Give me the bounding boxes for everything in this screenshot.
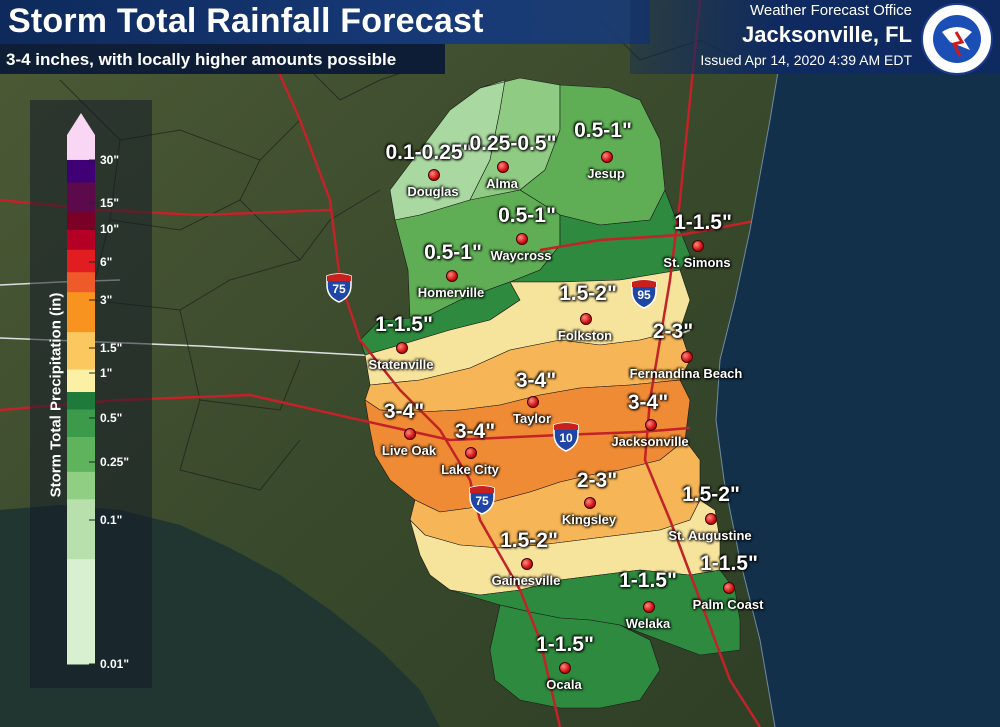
shield-number: 75 xyxy=(332,282,346,296)
city-label: Ocala xyxy=(546,677,582,692)
nws-logo xyxy=(921,3,993,75)
city-label: Waycross xyxy=(490,248,552,263)
city-label: Jesup xyxy=(587,166,625,181)
shield-number: 10 xyxy=(559,431,573,445)
city-dot-icon xyxy=(527,396,539,408)
interstate-shield-icon: 95 xyxy=(631,279,657,309)
zone-label: 0.5-1" xyxy=(424,241,482,264)
legend-tick-label: 0.25" xyxy=(100,455,130,469)
zone-label: 3-4" xyxy=(515,369,557,392)
rainfall-zones xyxy=(359,77,741,709)
city-dot-icon xyxy=(723,582,735,594)
legend-tick-label: 3" xyxy=(100,293,113,307)
city-label: Fernandina Beach xyxy=(629,366,743,381)
zone-label: 2-3" xyxy=(652,320,694,343)
city-dot-icon xyxy=(681,351,693,363)
zone-label: 1.5-2" xyxy=(500,529,558,552)
city-label: Homerville xyxy=(417,285,485,300)
zone-label: 0.25-0.5" xyxy=(469,132,557,155)
city-dot-icon xyxy=(516,233,528,245)
city-dot-icon xyxy=(559,662,571,674)
city-label: Gainesville xyxy=(491,573,561,588)
legend-tick-label: 6" xyxy=(100,255,113,269)
coastline-highlight xyxy=(715,0,791,727)
zone-label: 3-4" xyxy=(627,391,669,414)
city-dot-icon xyxy=(446,270,458,282)
city-dot-icon xyxy=(601,151,613,163)
zone-1-to-1-5-far-south xyxy=(489,604,661,709)
zone-label: 0.5-1" xyxy=(574,119,632,142)
legend-tick-label: 0.1" xyxy=(100,513,123,527)
zone-label: 1-1.5" xyxy=(375,313,433,336)
city-label: Lake City xyxy=(441,462,499,477)
zone-label: 2-3" xyxy=(576,469,618,492)
city-label: Folkston xyxy=(557,328,613,343)
legend-tick-label: 1.5" xyxy=(100,341,123,355)
city-dot-icon xyxy=(584,497,596,509)
map-subtitle: 3-4 inches, with locally higher amounts … xyxy=(6,50,397,69)
city-dot-icon xyxy=(428,169,440,181)
city-dot-icon xyxy=(643,601,655,613)
zone-label: 1-1.5" xyxy=(700,552,758,575)
zone-label: 0.1-0.25" xyxy=(385,141,473,164)
legend-title: Storm Total Precipitation (in) xyxy=(47,292,65,498)
zone-label: 0.5-1" xyxy=(498,204,556,227)
zone-label: 1.5-2" xyxy=(682,483,740,506)
city-dot-icon xyxy=(705,513,717,525)
city-label: Douglas xyxy=(407,184,459,199)
interstate-shield-icon: 10 xyxy=(553,422,579,452)
legend-tick-label: 15" xyxy=(100,196,120,210)
city-dot-icon xyxy=(465,447,477,459)
city-label: Welaka xyxy=(625,616,671,631)
zone-label: 1-1.5" xyxy=(674,211,732,234)
city-label: Taylor xyxy=(512,411,552,426)
zone-label: 3-4" xyxy=(454,420,496,443)
city-dot-icon xyxy=(692,240,704,252)
legend-tick-label: 1" xyxy=(100,366,113,380)
issued-time: Issued Apr 14, 2020 4:39 AM EDT xyxy=(700,52,912,68)
shield-number: 95 xyxy=(637,288,651,302)
zone-label: 1.5-2" xyxy=(559,282,617,305)
city-label: Kingsley xyxy=(561,512,617,527)
interstate-shield-icon: 75 xyxy=(326,273,352,303)
legend-tick-label: 0.5" xyxy=(100,411,123,425)
city-dot-icon xyxy=(580,313,592,325)
legend-tick-label: 10" xyxy=(100,222,120,236)
interstate-shield-icon: 75 xyxy=(469,485,495,515)
zone-label: 3-4" xyxy=(383,400,425,423)
map-title: Storm Total Rainfall Forecast xyxy=(8,2,484,40)
subtitle-banner xyxy=(0,44,445,74)
office-city: Jacksonville, FL xyxy=(742,22,912,47)
city-dot-icon xyxy=(396,342,408,354)
title-banner xyxy=(0,0,650,44)
city-dot-icon xyxy=(645,419,657,431)
city-dot-icon xyxy=(521,558,533,570)
city-label: Live Oak xyxy=(381,443,437,458)
city-label: Palm Coast xyxy=(692,597,764,612)
city-dot-icon xyxy=(404,428,416,440)
city-label: Statenville xyxy=(368,357,434,372)
legend-tick-label: 30" xyxy=(100,153,120,167)
city-label: St. Augustine xyxy=(668,528,752,543)
city-dot-icon xyxy=(497,161,509,173)
office-label: Weather Forecast Office xyxy=(749,2,912,19)
zone-label: 1-1.5" xyxy=(536,633,594,656)
atlantic-ocean xyxy=(716,0,1000,727)
zone-label: 1-1.5" xyxy=(619,569,677,592)
legend-tick-label: 0.01" xyxy=(100,657,130,671)
shield-number: 75 xyxy=(475,494,489,508)
city-label: St. Simons xyxy=(663,255,731,270)
city-label: Alma xyxy=(486,176,518,191)
city-label: Jacksonville xyxy=(611,434,689,449)
